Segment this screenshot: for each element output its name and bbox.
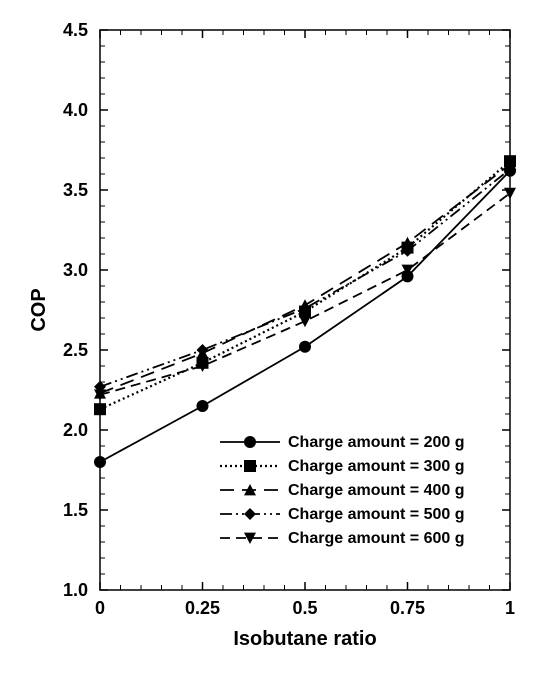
legend-label: Charge amount = 500 g [288, 506, 465, 523]
y-tick-label: 2.0 [63, 420, 88, 440]
y-tick-label: 4.0 [63, 100, 88, 120]
chart-container: 0 0.25 0.5 0.75 1 1.0 1.5 2.0 2.5 3.0 3.5 4.0 4.5 Iso… [0, 0, 543, 684]
y-axis-label: COP [28, 288, 50, 331]
y-tick-label: 1.0 [63, 580, 88, 600]
chart-svg: 0 0.25 0.5 0.75 1 1.0 1.5 2.0 2.5 3.0 3.5 4.0 4.5 Iso… [0, 0, 543, 684]
y-tick-label: 4.5 [63, 20, 88, 40]
x-tick-label: 0.5 [292, 598, 317, 618]
legend-label: Charge amount = 600 g [288, 530, 465, 547]
legend-label: Charge amount = 400 g [288, 482, 465, 499]
x-tick-label: 0 [95, 598, 105, 618]
y-tick-label: 3.5 [63, 180, 88, 200]
x-tick-label: 0.75 [390, 598, 425, 618]
x-tick-label: 1 [505, 598, 515, 618]
legend-label: Charge amount = 200 g [288, 434, 465, 451]
y-tick-label: 3.0 [63, 260, 88, 280]
y-tick-label: 2.5 [63, 340, 88, 360]
legend-label: Charge amount = 300 g [288, 458, 465, 475]
x-axis-label: Isobutane ratio [233, 628, 376, 650]
x-tick-label: 0.25 [185, 598, 220, 618]
y-tick-label: 1.5 [63, 500, 88, 520]
